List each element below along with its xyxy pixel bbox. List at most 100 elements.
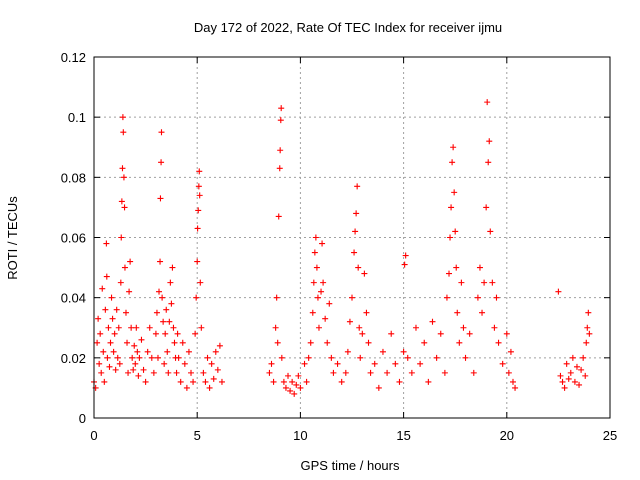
data-point [334,360,341,367]
data-point [95,315,102,322]
y-tick-label: 0.08 [61,170,86,185]
data-point [486,138,493,145]
data-point [175,354,182,361]
data-point [576,381,583,388]
data-point [474,294,481,301]
x-tick-label: 15 [396,428,410,443]
data-point [489,279,496,286]
data-point [450,144,457,151]
data-point [154,354,161,361]
data-point [210,375,217,382]
data-point [273,294,280,301]
plot-frame [93,56,611,419]
data-point [485,159,492,166]
data-point [417,360,424,367]
data-point [425,378,432,385]
y-tick-label: 0.12 [61,50,86,65]
data-point [171,339,178,346]
data-point [120,129,127,136]
data-point [185,348,192,355]
data-point [278,354,285,361]
data-point [466,330,473,337]
data-point [507,348,514,355]
data-point [447,234,454,241]
data-point [218,378,225,385]
data-point [153,309,160,316]
data-point [195,207,202,214]
data-point [167,279,174,286]
data-point [140,366,147,373]
data-point [190,378,197,385]
data-point [106,363,113,370]
data-point [188,369,195,376]
grid [94,57,610,418]
data-point [446,270,453,277]
data-point [144,348,151,355]
data-point [126,288,133,295]
data-point [443,294,450,301]
data-point [433,354,440,361]
data-point [277,117,284,124]
data-point [285,372,292,379]
data-point [177,378,184,385]
data-point [114,354,121,361]
data-point [113,306,120,313]
data-point [168,300,175,307]
data-point [108,294,115,301]
data-point [277,147,284,154]
data-point [354,183,361,190]
data-point [121,204,128,211]
data-point [170,324,177,331]
data-point [101,378,108,385]
data-point [97,330,104,337]
data-point [94,339,101,346]
data-point [115,324,122,331]
data-point [326,300,333,307]
data-point [124,339,131,346]
data-point [270,378,277,385]
data-point [156,288,163,295]
data-point [449,159,456,166]
data-point [128,324,135,331]
data-point [129,354,136,361]
data-point [491,324,498,331]
data-point [117,279,124,286]
data-point [111,330,118,337]
x-tick-label: 20 [500,428,514,443]
data-point [196,192,203,199]
data-point [206,384,213,391]
data-point [346,318,353,325]
data-point [142,378,149,385]
data-point [160,318,167,325]
data-point [512,384,519,391]
data-point [509,378,516,385]
data-point [118,234,125,241]
data-point [138,336,145,343]
data-point [125,369,132,376]
data-point [344,348,351,355]
data-point [559,378,566,385]
data-point [146,324,153,331]
data-point [314,294,321,301]
data-point [121,264,128,271]
data-point [330,369,337,376]
data-point [196,168,203,175]
data-point [105,324,112,331]
data-point [408,369,415,376]
data-point [301,360,308,367]
data-point [479,309,486,316]
data-point [214,366,221,373]
data-point [402,252,409,259]
data-point [293,381,300,388]
data-point [351,249,358,256]
data-point [183,384,190,391]
data-point [483,204,490,211]
data-point [561,384,568,391]
data-point [557,372,564,379]
data-point [216,342,223,349]
data-point [174,330,181,337]
data-point [505,369,512,376]
data-point [169,264,176,271]
data-point [152,330,159,337]
